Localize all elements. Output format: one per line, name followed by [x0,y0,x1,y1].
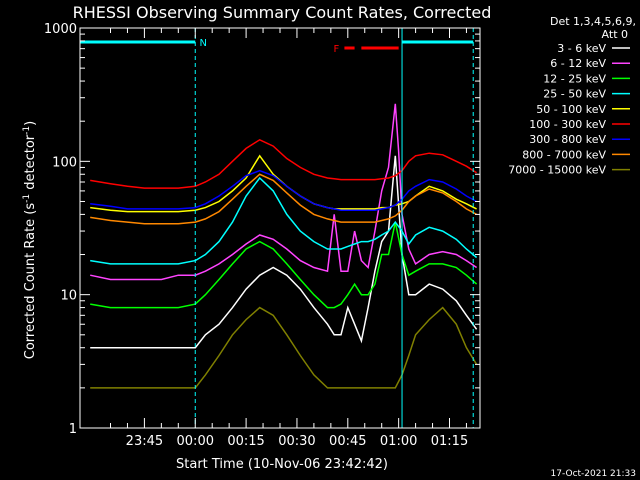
flag-label-2: F [334,44,340,55]
x-tick-label-6: 01:15 [431,434,468,449]
legend: 3 - 6 keV 6 - 12 keV 12 - 25 keV 25 - 50 ke… [508,42,630,177]
series-line-2 [90,221,478,309]
legend-label-4: 50 - 100 keV [536,103,606,116]
plot-area: N F 1 10 100 1000 23:45 00:00 00:15 00:30 00:45 01:… [44,22,481,449]
legend-label-1: 6 - 12 keV [550,57,606,70]
plot-frame [79,27,481,429]
x-tick-label-3: 00:30 [278,434,315,449]
chart-title: RHESSI Observing Summary Count Rates, Co… [73,3,492,22]
y-label-part: detector [23,134,38,194]
legend-label-2: 12 - 25 keV [543,72,606,85]
legend-label-3: 25 - 50 keV [543,88,606,101]
legend-label-0: 3 - 6 keV [557,42,606,55]
y-label-part: Corrected Count Rate (s [23,203,38,360]
x-tick-label-2: 00:15 [227,434,264,449]
x-axis-label: Start Time (10-Nov-06 23:42:42) [176,457,388,472]
y-label-sup: -1 [22,194,32,203]
timestamp: 17-Oct-2021 21:33 [551,469,636,479]
series-line-0 [90,155,478,349]
x-tick-label-1: 00:00 [177,434,214,449]
series-line-6 [90,169,477,211]
series-line-8 [90,306,478,389]
legend-label-8: 7000 - 15000 keV [508,164,606,177]
y-tick-label-2: 100 [52,155,77,170]
series-line-7 [90,173,477,225]
legend-header-attenuator: Att 0 [602,28,628,41]
legend-label-5: 100 - 300 keV [529,118,606,131]
series-line-3 [90,176,478,265]
y-label-sup: -1 [22,126,32,135]
flag-label-0: N [200,38,207,49]
x-tick-label-0: 23:45 [126,434,163,449]
legend-label-6: 300 - 800 keV [529,133,606,146]
y-tick-label-1: 10 [60,289,77,304]
legend-header-detectors: Det 1,3,4,5,6,9, [550,15,636,28]
y-tick-label-0: 1 [69,422,77,437]
series-line-5 [90,138,478,189]
svg-text:Corrected Count Rate (s-1 dete: Corrected Count Rate (s-1 detector-1) [22,121,38,359]
y-axis-label: Corrected Count Rate (s-1 detector-1) [22,121,38,359]
x-tick-label-4: 00:45 [329,434,366,449]
y-tick-label-3: 1000 [44,22,77,37]
legend-label-7: 800 - 7000 keV [522,148,606,161]
x-tick-label-5: 01:00 [380,434,417,449]
series-line-1 [90,103,478,281]
y-label-part: ) [23,121,38,126]
